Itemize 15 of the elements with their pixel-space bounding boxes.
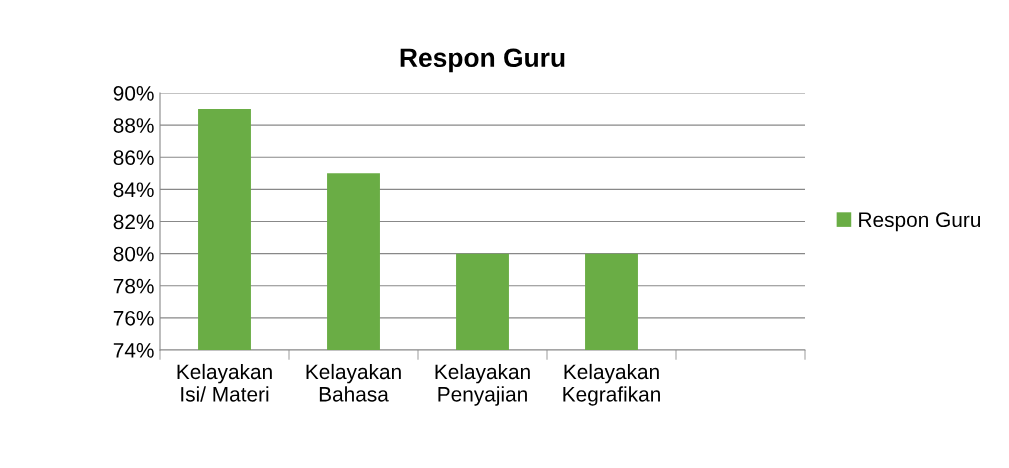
y-tick-label: 90% <box>113 86 154 101</box>
y-tick-label: 86% <box>113 150 154 165</box>
y-tick-label: 84% <box>113 182 154 198</box>
legend-label: Respon Guru <box>859 212 981 232</box>
chart-title: Respon Guru <box>400 48 565 73</box>
x-tick-label: Kelayakan Penyajian <box>435 363 530 406</box>
x-tick-label: Kelayakan Isi/ Materi <box>177 363 272 402</box>
y-tick-label: 82% <box>113 214 154 230</box>
x-tick-label: Kelayakan Kegrafikan <box>563 363 660 406</box>
y-tick-label: 88% <box>113 118 154 133</box>
y-tick-label: 76% <box>113 310 154 326</box>
x-tick-label: Kelayakan Bahasa <box>306 363 401 402</box>
y-tick-label: 80% <box>113 246 154 262</box>
y-tick-label: 78% <box>113 278 154 294</box>
y-tick-label: 74% <box>113 343 154 358</box>
